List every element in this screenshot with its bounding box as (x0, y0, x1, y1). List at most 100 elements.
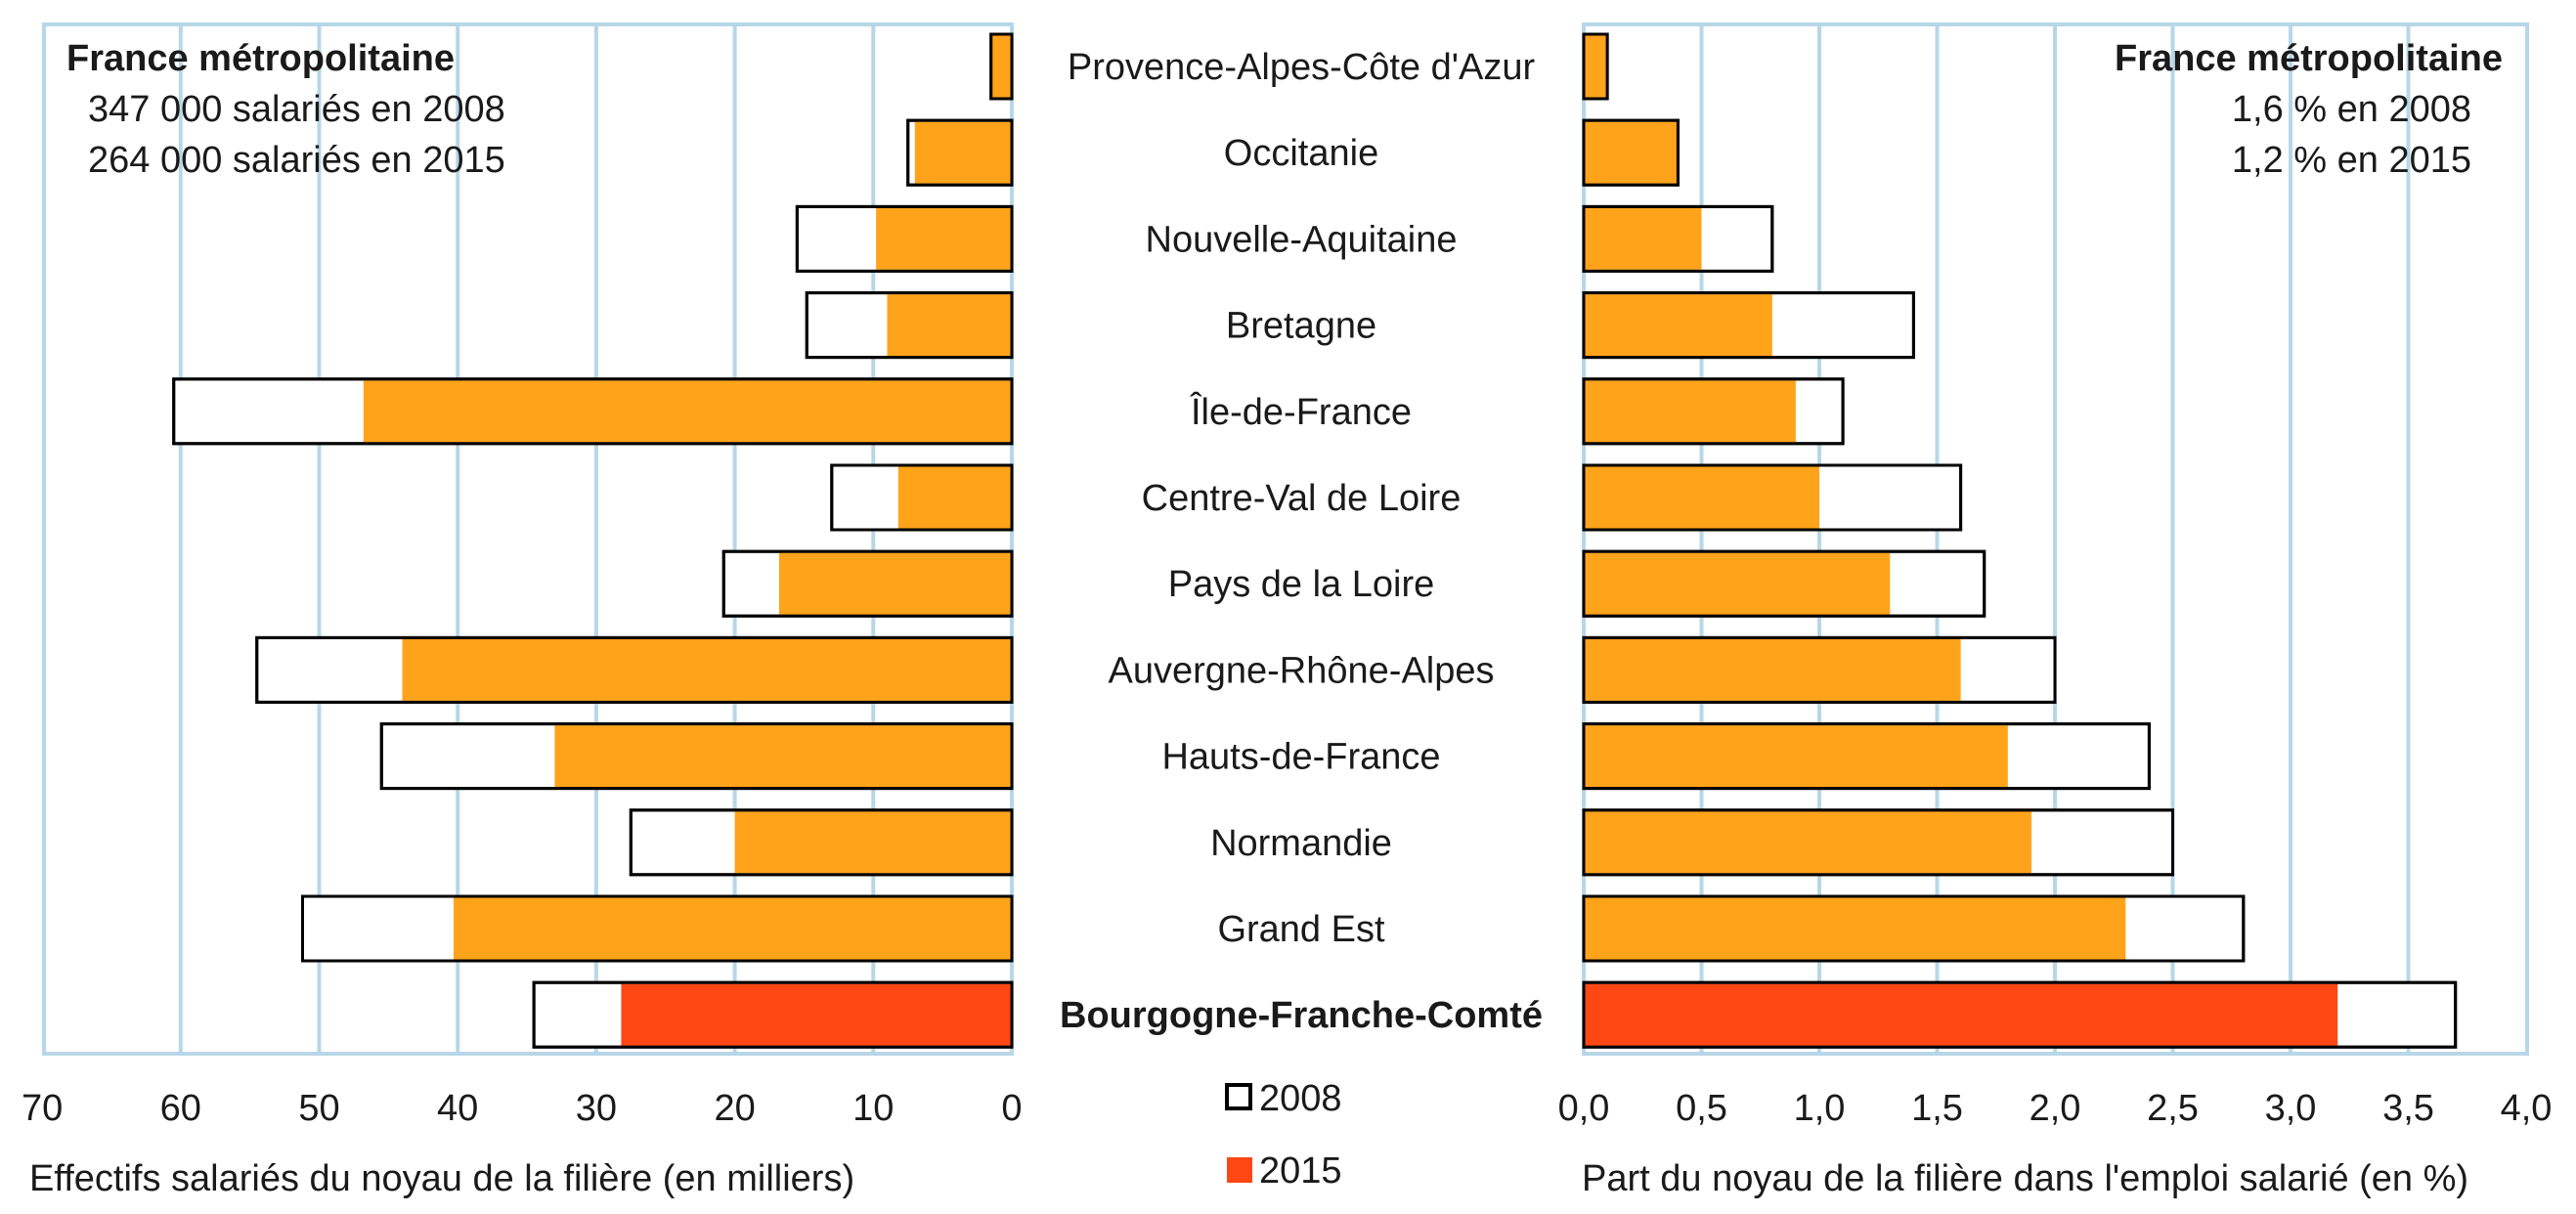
right-tick-label: 4,0 (2501, 1088, 2553, 1129)
left-bar-2008-outline-ile-de-france (172, 377, 1014, 446)
left-tick-label: 40 (437, 1088, 478, 1129)
left-bar-2008-outline-bourgogne-franche-comte (532, 980, 1014, 1049)
left-bar-2015-nouvelle-aquitaine (876, 207, 1011, 270)
category-label-ile-de-france: Île-de-France (1190, 391, 1412, 433)
left-bar-2008-outline-provence-alpes-cote-d-azur (989, 32, 1014, 101)
right-bar-2008-outline-provence-alpes-cote-d-azur (1582, 32, 1609, 101)
right-annotation: France métropolitaine 1,6 % en 2008 1,2 … (2115, 38, 2503, 181)
right-bar-2015-hauts-de-france (1585, 725, 2008, 788)
legend-swatch-2008 (1225, 1083, 1252, 1110)
left-bar-2015-grand-est (453, 897, 1011, 960)
left-plot-frame (42, 22, 1014, 1056)
left-bar-2008-outline-grand-est (300, 894, 1014, 963)
category-label-normandie: Normandie (1210, 823, 1392, 864)
category-label-nouvelle-aquitaine: Nouvelle-Aquitaine (1146, 219, 1458, 260)
left-bar-2015-provence-alpes-cote-d-azur (990, 35, 1011, 98)
right-gridlines (1699, 24, 2411, 1054)
left-bar-2015-bourgogne-franche-comte (621, 983, 1011, 1046)
left-tick-label: 60 (160, 1088, 201, 1129)
left-bar-2015-ile-de-france (363, 380, 1011, 443)
left-annotation-line1: 347 000 salariés en 2008 (88, 89, 505, 130)
right-bar-2015-occitanie (1585, 121, 1679, 184)
left-tick-label: 20 (714, 1088, 755, 1129)
right-bar-2008-outline-nouvelle-aquitaine (1582, 204, 1774, 273)
left-annotation: France métropolitaine 347 000 salariés e… (66, 38, 505, 181)
left-bar-2015-centre-val-de-loire (897, 466, 1011, 529)
left-bar-2015-bretagne (887, 294, 1011, 357)
left-bar-2015-pays-de-la-loire (778, 552, 1011, 615)
left-tick-label: 0 (1001, 1088, 1022, 1129)
left-bar-2008-outline-occitanie (906, 118, 1014, 187)
right-tick-label: 0,0 (1558, 1088, 1610, 1129)
legend-label-2015: 2015 (1259, 1150, 1342, 1192)
category-label-auvergne-rhone-alpes: Auvergne-Rhône-Alpes (1108, 650, 1494, 691)
left-tick-label: 70 (22, 1088, 63, 1129)
left-bar-2015-occitanie (914, 121, 1011, 184)
right-bar-2008-outline-bretagne (1582, 291, 1915, 360)
right-bar-2008-outline-occitanie (1582, 118, 1680, 187)
category-label-centre-val-de-loire: Centre-Val de Loire (1142, 478, 1462, 519)
left-bar-2015-normandie (734, 811, 1011, 874)
right-tick-label: 1,0 (1794, 1088, 1846, 1129)
category-label-bourgogne-franche-comte: Bourgogne-Franche-Comté (1060, 995, 1543, 1036)
right-annotation-line2: 1,2 % en 2015 (2232, 140, 2471, 181)
right-tick-label: 3,5 (2382, 1088, 2434, 1129)
right-bar-2008-outline-pays-de-la-loire (1582, 549, 1987, 618)
right-tick-label: 3,0 (2265, 1088, 2317, 1129)
right-plot-frame (1582, 22, 2529, 1056)
right-bar-2008-outline-bourgogne-franche-comte (1582, 980, 2458, 1049)
right-tick-label: 2,5 (2147, 1088, 2199, 1129)
right-bar-2015-nouvelle-aquitaine (1585, 207, 1702, 270)
left-panel: 70 60 50 40 30 20 10 0 Effectifs salariés du no… (22, 22, 1023, 1199)
left-tick-labels: 70 60 50 40 30 20 10 0 (22, 1088, 1023, 1129)
right-bar-2008-outline-auvergne-rhone-alpes (1582, 635, 2057, 704)
right-tick-label: 0,5 (1676, 1088, 1727, 1129)
category-label-grand-est: Grand Est (1217, 909, 1385, 950)
right-bar-2008-outline-ile-de-france (1582, 377, 1845, 446)
left-annotation-title: France métropolitaine (66, 38, 455, 79)
right-bars (1582, 32, 2458, 1049)
left-bars (172, 32, 1014, 1049)
right-bar-2015-centre-val-de-loire (1585, 466, 1819, 529)
right-annotation-title: France métropolitaine (2115, 38, 2503, 79)
category-label-hauts-de-france: Hauts-de-France (1161, 737, 1440, 778)
left-annotation-line2: 264 000 salariés en 2015 (88, 140, 505, 181)
right-bar-2015-bourgogne-franche-comte (1585, 983, 2338, 1046)
right-bar-2008-outline-normandie (1582, 808, 2174, 877)
right-x-axis-label: Part du noyau de la filière dans l'emplo… (1582, 1158, 2468, 1199)
right-panel: 0,0 0,5 1,0 1,5 2,0 2,5 3,0 3,5 4,0 Part du noya… (1558, 22, 2553, 1199)
left-tick-label: 30 (576, 1088, 617, 1129)
left-bar-2008-outline-nouvelle-aquitaine (795, 204, 1014, 273)
left-tick-label: 50 (298, 1088, 339, 1129)
category-label-occitanie: Occitanie (1224, 133, 1378, 174)
legend-swatch-2015 (1227, 1157, 1252, 1183)
right-bar-2015-auvergne-rhone-alpes (1585, 638, 1961, 701)
left-bar-2008-outline-bretagne (805, 291, 1014, 360)
right-bar-2008-outline-grand-est (1582, 894, 2246, 963)
right-bar-2015-normandie (1585, 811, 2031, 874)
left-bar-2008-outline-normandie (629, 808, 1014, 877)
legend: 2008 2015 (1225, 1078, 1342, 1192)
left-bar-2008-outline-pays-de-la-loire (721, 549, 1014, 618)
legend-label-2008: 2008 (1259, 1078, 1342, 1119)
right-tick-label: 1,5 (1911, 1088, 1963, 1129)
right-tick-label: 2,0 (2030, 1088, 2081, 1129)
category-labels: Provence-Alpes-Côte d'Azur Occitanie Nouve… (1060, 47, 1543, 1036)
left-bar-2008-outline-auvergne-rhone-alpes (255, 635, 1014, 704)
right-bar-2008-outline-hauts-de-france (1582, 722, 2151, 791)
right-bar-2015-ile-de-france (1585, 380, 1796, 443)
left-bar-2015-hauts-de-france (554, 725, 1011, 788)
right-bar-2015-grand-est (1585, 897, 2126, 960)
left-bar-2008-outline-centre-val-de-loire (830, 463, 1014, 532)
category-label-provence-alpes-cote-d-azur: Provence-Alpes-Côte d'Azur (1068, 47, 1536, 88)
right-bar-2015-provence-alpes-cote-d-azur (1585, 35, 1608, 98)
left-tick-label: 10 (852, 1088, 894, 1129)
right-bar-2015-bretagne (1585, 294, 1772, 357)
category-label-bretagne: Bretagne (1226, 306, 1376, 347)
right-tick-labels: 0,0 0,5 1,0 1,5 2,0 2,5 3,0 3,5 4,0 (1558, 1088, 2553, 1129)
right-bar-2008-outline-centre-val-de-loire (1582, 463, 1963, 532)
left-x-axis-label: Effectifs salariés du noyau de la filièr… (29, 1158, 854, 1199)
category-label-pays-de-la-loire: Pays de la Loire (1168, 564, 1435, 605)
right-annotation-line1: 1,6 % en 2008 (2232, 89, 2471, 130)
